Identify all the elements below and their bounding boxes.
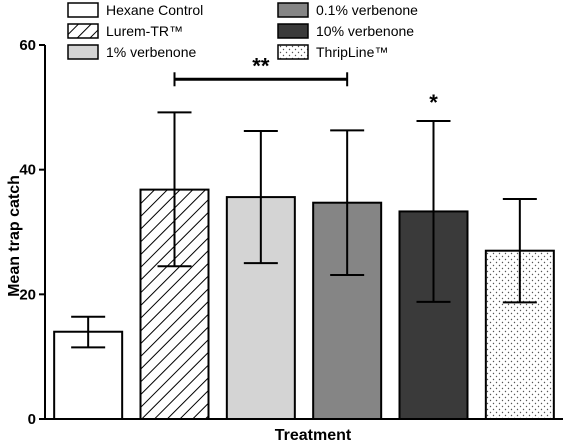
legend-swatch-3 (67, 44, 99, 60)
bars-group (53, 188, 555, 421)
axes-group: 0 20 40 60 (19, 37, 563, 428)
legend-label-4: 0.1% verbenone (316, 2, 418, 18)
y-tick-label-40: 40 (19, 162, 36, 179)
legend-swatch-6 (277, 44, 309, 60)
legend-label-6: ThripLine™ (316, 44, 388, 60)
legend: Hexane Control Lurem-TR™ 1% verbenone 0.1% … (67, 2, 418, 60)
legend-swatch-5 (277, 23, 309, 39)
y-tick-label-20: 20 (19, 286, 36, 303)
legend-label-5: 10% verbenone (316, 23, 414, 39)
legend-swatch-1 (67, 2, 99, 18)
legend-label-3: 1% verbenone (106, 44, 197, 60)
x-axis-title: Treatment (275, 427, 352, 444)
legend-label-1: Hexane Control (106, 2, 203, 18)
legend-swatch-4 (277, 2, 309, 18)
annotations-group: *** (173, 53, 438, 115)
y-tick-label-60: 60 (19, 37, 36, 54)
legend-swatch-2 (67, 23, 99, 39)
significance-label-double: ** (252, 53, 270, 78)
y-tick-label-0: 0 (28, 411, 36, 428)
bar-4 (312, 201, 383, 420)
error-bars-group (71, 111, 537, 349)
significance-label-single: * (429, 90, 438, 115)
legend-label-2: Lurem-TR™ (106, 23, 183, 39)
y-axis-title: Mean trap catch (6, 175, 23, 297)
